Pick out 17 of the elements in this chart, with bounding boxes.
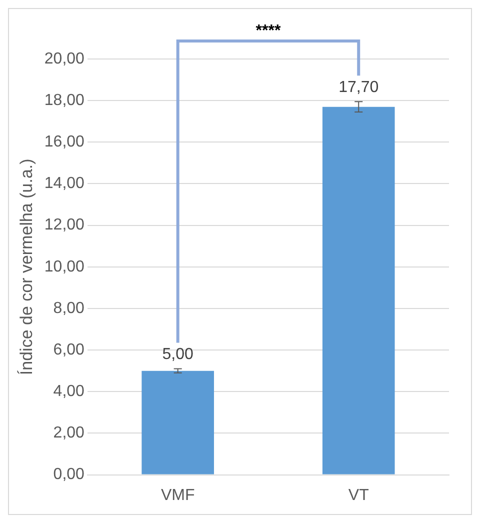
y-tick-label: 6,00 xyxy=(53,341,85,358)
y-tick-label: 8,00 xyxy=(53,300,85,317)
y-tick-label: 12,00 xyxy=(44,216,85,234)
y-tick-label: 2,00 xyxy=(53,424,85,442)
y-tick-label: 10,00 xyxy=(44,258,85,276)
x-tick-label: VT xyxy=(348,486,370,504)
y-tick-label: 20,00 xyxy=(44,50,85,68)
y-tick-label: 14,00 xyxy=(44,175,85,192)
y-axis-title: Índice de cor vermelha (u.a.) xyxy=(16,158,36,376)
y-tick-label: 4,00 xyxy=(53,383,85,400)
data-label: 5,00 xyxy=(162,346,194,364)
y-tick-label: 16,00 xyxy=(44,134,85,151)
data-label: 17,70 xyxy=(338,79,379,96)
text: **** xyxy=(256,22,282,40)
y-tick-label: 18,00 xyxy=(44,92,85,109)
y-tick-label: 0,00 xyxy=(53,466,85,484)
x-tick-label: VMF xyxy=(160,486,195,504)
